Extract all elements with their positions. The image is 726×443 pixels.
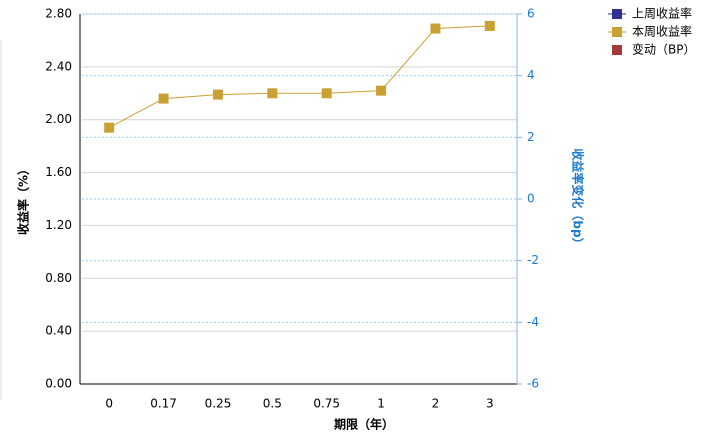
y2-tick-label: -2 <box>527 253 539 267</box>
y2-tick-label: 0 <box>527 192 535 206</box>
y-axis-title: 收益率（%） <box>16 163 31 235</box>
y2-tick-label: 4 <box>527 68 535 82</box>
x-tick-label: 0.17 <box>150 397 177 411</box>
x-tick-label: 3 <box>486 397 494 411</box>
legend-swatch <box>612 9 622 19</box>
legend-swatch <box>612 45 622 55</box>
y-tick-label: 2.80 <box>45 7 72 21</box>
x-tick-label: 0.25 <box>205 397 232 411</box>
y-tick-label: 0.80 <box>45 271 72 285</box>
x-tick-label: 1 <box>377 397 385 411</box>
point-marker <box>212 89 223 100</box>
series-line <box>108 25 490 129</box>
y-tick-label: 2.40 <box>45 59 72 73</box>
point-marker <box>267 88 278 99</box>
y2-tick-label: -6 <box>527 377 539 391</box>
point-marker <box>104 122 115 133</box>
point-marker <box>376 85 387 96</box>
x-tick-label: 0.5 <box>263 397 282 411</box>
point-marker <box>430 23 441 34</box>
y2-axis-title: 收益率变化（bp） <box>571 148 586 249</box>
y-tick-label: 1.20 <box>45 218 72 232</box>
y2-tick-label: -4 <box>527 315 539 329</box>
legend-label: 本周收益率 <box>632 24 692 39</box>
legend-label: 变动（BP） <box>632 42 695 57</box>
x-axis-title: 期限（年） <box>334 417 394 432</box>
point-marker <box>321 88 332 99</box>
y-tick-label: 2.00 <box>45 112 72 126</box>
point-marker <box>158 93 169 104</box>
x-tick-label: 2 <box>432 397 440 411</box>
x-tick-label: 0 <box>105 397 113 411</box>
legend-swatch <box>612 27 622 37</box>
point-marker <box>484 20 495 31</box>
y2-tick-label: 6 <box>527 7 535 21</box>
y-tick-label: 0.40 <box>45 324 72 338</box>
x-tick-label: 0.75 <box>313 397 340 411</box>
legend-label: 上周收益率 <box>632 6 692 21</box>
y-tick-label: 1.60 <box>45 165 72 179</box>
y-tick-label: 0.00 <box>45 377 72 391</box>
y2-tick-label: 2 <box>527 130 535 144</box>
